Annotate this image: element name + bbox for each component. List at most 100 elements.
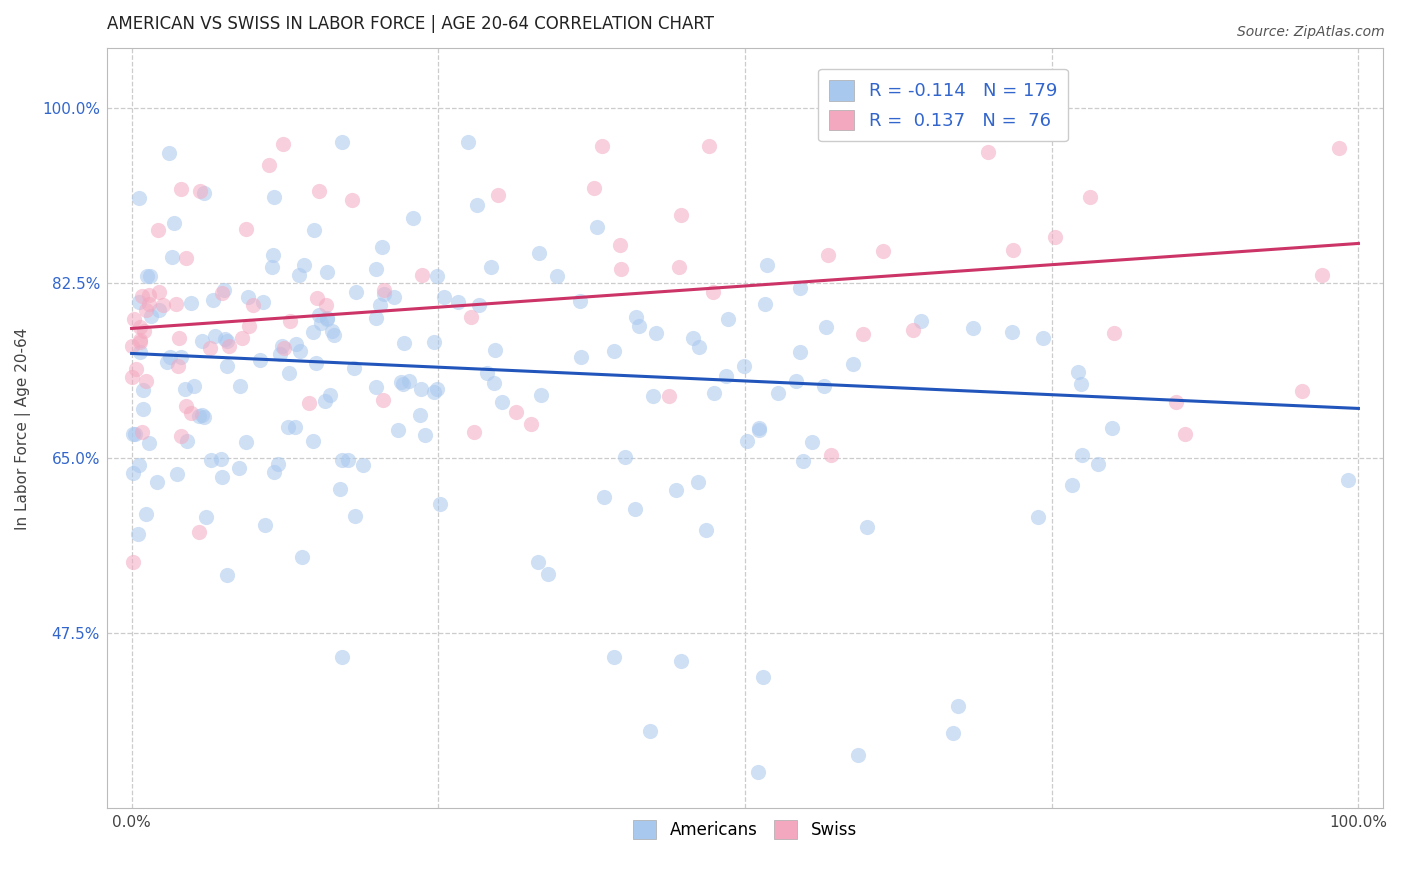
Point — [484, 343, 506, 358]
Point — [398, 374, 420, 388]
Point — [643, 389, 665, 403]
Point — [387, 423, 409, 437]
Point — [910, 314, 932, 328]
Point — [942, 726, 965, 740]
Point — [125, 361, 148, 376]
Point — [340, 194, 363, 208]
Point — [209, 452, 232, 467]
Point — [315, 311, 337, 326]
Point — [121, 370, 143, 384]
Point — [1291, 384, 1313, 398]
Point — [301, 325, 323, 339]
Point — [668, 260, 690, 275]
Text: AMERICAN VS SWISS IN LABOR FORCE | AGE 20-64 CORRELATION CHART: AMERICAN VS SWISS IN LABOR FORCE | AGE 2… — [107, 15, 714, 33]
Point — [1032, 331, 1054, 345]
Point — [315, 298, 337, 312]
Point — [211, 469, 233, 483]
Point — [624, 501, 647, 516]
Point — [156, 354, 179, 368]
Point — [569, 350, 592, 364]
Point — [257, 158, 280, 172]
Point — [170, 350, 193, 364]
Point — [748, 423, 770, 437]
Point — [1067, 365, 1090, 379]
Point — [463, 425, 485, 439]
Point — [948, 699, 970, 714]
Point — [638, 723, 661, 738]
Point — [319, 388, 342, 402]
Point — [1060, 477, 1083, 491]
Point — [1174, 426, 1197, 441]
Point — [872, 244, 894, 259]
Point — [122, 312, 145, 326]
Point — [391, 377, 413, 392]
Point — [460, 310, 482, 324]
Point — [269, 347, 291, 361]
Point — [128, 320, 150, 334]
Point — [166, 359, 188, 373]
Point — [695, 524, 717, 538]
Point — [336, 453, 359, 467]
Point — [699, 139, 721, 153]
Point — [688, 340, 710, 354]
Point — [170, 182, 193, 196]
Point — [308, 184, 330, 198]
Point — [609, 262, 631, 277]
Point — [330, 649, 353, 664]
Point — [766, 385, 789, 400]
Point — [188, 525, 211, 540]
Point — [128, 334, 150, 349]
Point — [614, 450, 637, 464]
Point — [148, 303, 170, 318]
Point — [468, 298, 491, 312]
Point — [817, 248, 839, 262]
Point — [373, 287, 395, 301]
Point — [429, 497, 451, 511]
Point — [136, 268, 159, 283]
Point — [1164, 394, 1187, 409]
Point — [308, 308, 330, 322]
Point — [217, 568, 239, 582]
Point — [527, 246, 550, 260]
Point — [433, 290, 456, 304]
Point — [191, 408, 214, 422]
Point — [193, 186, 215, 200]
Point — [603, 343, 626, 358]
Point — [183, 378, 205, 392]
Point — [162, 217, 184, 231]
Point — [290, 344, 312, 359]
Point — [253, 518, 276, 533]
Point — [582, 181, 605, 195]
Point — [134, 324, 156, 338]
Point — [129, 345, 152, 359]
Point — [568, 293, 591, 308]
Point — [389, 375, 412, 389]
Point — [609, 238, 631, 252]
Point — [343, 361, 366, 376]
Point — [262, 248, 284, 262]
Point — [1070, 376, 1092, 391]
Point — [201, 293, 224, 307]
Point — [204, 329, 226, 343]
Point — [1001, 325, 1024, 339]
Point — [132, 402, 155, 417]
Point — [271, 339, 294, 353]
Point — [402, 211, 425, 226]
Point — [820, 448, 842, 462]
Point — [1026, 510, 1049, 524]
Point — [425, 382, 447, 396]
Point — [271, 136, 294, 151]
Point — [138, 297, 160, 311]
Point — [671, 208, 693, 222]
Point — [592, 490, 614, 504]
Point — [309, 316, 332, 330]
Point — [1071, 448, 1094, 462]
Point — [131, 425, 153, 440]
Point — [180, 295, 202, 310]
Point — [505, 404, 527, 418]
Point — [170, 429, 193, 443]
Point — [735, 434, 758, 449]
Point — [329, 482, 352, 496]
Point — [263, 190, 285, 204]
Point — [260, 260, 283, 274]
